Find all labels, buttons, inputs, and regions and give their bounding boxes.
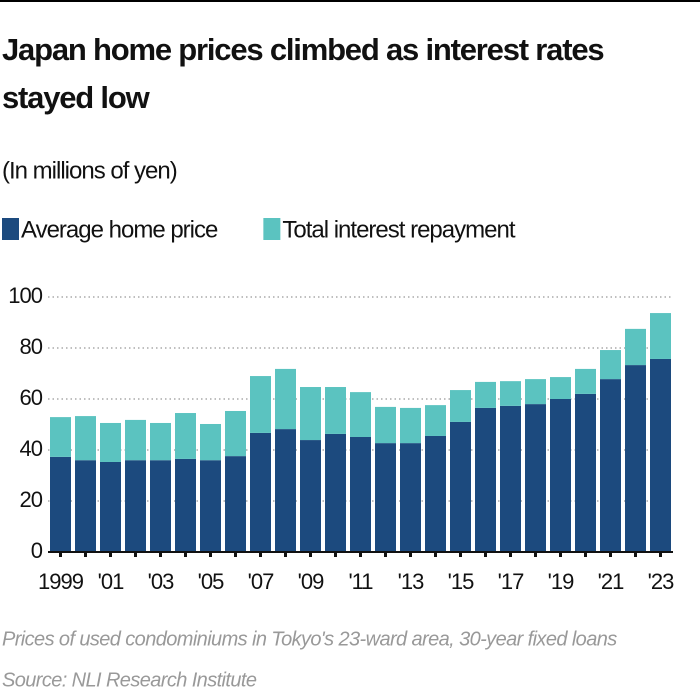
bar-segment — [450, 421, 471, 552]
bar-segment — [375, 443, 396, 552]
bar-segment — [75, 460, 96, 552]
x-tick-label: '15 — [448, 569, 474, 594]
bar-segment — [225, 410, 246, 457]
bar-segment — [175, 413, 196, 459]
bar-segment — [500, 405, 521, 552]
bar-segment — [625, 328, 646, 366]
bar-segment — [150, 422, 171, 461]
x-tick-label: '19 — [548, 569, 574, 594]
bar-segment — [625, 365, 646, 552]
bar-segment — [100, 422, 121, 462]
x-tick-label: 1999 — [38, 569, 84, 594]
bar-segment — [300, 440, 321, 552]
y-tick-label: 100 — [8, 283, 42, 308]
bar-segment — [225, 456, 246, 552]
x-tick-label: '01 — [98, 569, 124, 594]
bar-segment — [400, 407, 421, 444]
bar-segment — [550, 399, 571, 552]
bar-segment — [275, 368, 296, 430]
bar-segment — [125, 460, 146, 552]
subtitle: (In millions of yen) — [2, 157, 177, 184]
bar-segment — [200, 460, 221, 552]
y-tick-label: 0 — [31, 538, 43, 563]
x-tick-label: '09 — [298, 569, 324, 594]
bar-segment — [250, 432, 271, 552]
bar-segment — [350, 392, 371, 437]
legend-label: Average home price — [21, 216, 218, 243]
bar-segment — [575, 368, 596, 394]
x-tick-label: '23 — [648, 569, 674, 594]
bar-segment — [600, 350, 621, 380]
y-tick-label: 80 — [20, 334, 43, 359]
bar-segment — [50, 456, 71, 552]
legend-swatch — [263, 218, 281, 240]
bar-segment — [325, 433, 346, 552]
bar-segment — [550, 377, 571, 399]
bar-segment — [400, 443, 421, 552]
bar-segment — [650, 358, 671, 552]
y-tick-label: 60 — [20, 385, 43, 410]
x-tick-label: '05 — [198, 569, 224, 594]
bar-segment — [300, 387, 321, 441]
chart-title: stayed low — [2, 80, 151, 115]
note: Prices of used condominiums in Tokyo's 2… — [2, 628, 617, 650]
bar-segment — [425, 435, 446, 552]
legend-label: Total interest repayment — [282, 216, 515, 243]
x-tick-label: '17 — [498, 569, 524, 594]
bar-segment — [125, 419, 146, 461]
y-tick-label: 20 — [20, 487, 43, 512]
bar-segment — [375, 406, 396, 444]
bar-segment — [150, 460, 171, 552]
bar-segment — [450, 390, 471, 422]
bar-segment — [50, 417, 71, 457]
bar-segment — [575, 393, 596, 552]
bar-segment — [325, 387, 346, 434]
bar-segment — [525, 404, 546, 552]
x-tick-label: '07 — [248, 569, 274, 594]
x-tick-label: '11 — [348, 569, 373, 594]
bar-segment — [475, 381, 496, 408]
x-tick-label: '21 — [598, 569, 624, 594]
legend-swatch — [2, 218, 19, 240]
bar-segment — [525, 379, 546, 405]
y-tick-label: 40 — [20, 436, 43, 461]
bar-segment — [500, 381, 521, 406]
bar-segment — [100, 461, 121, 552]
bar-segment — [75, 416, 96, 461]
source: Source: NLI Research Institute — [2, 669, 257, 691]
bar-segment — [200, 423, 221, 461]
x-tick-label: '03 — [148, 569, 174, 594]
x-tick-label: '13 — [398, 569, 424, 594]
bar-segment — [425, 405, 446, 436]
bar-segment — [650, 313, 671, 359]
bar-segment — [275, 429, 296, 552]
bar-segment — [600, 379, 621, 552]
bar-segment — [250, 376, 271, 433]
bar-segment — [475, 407, 496, 552]
bar-segment — [175, 458, 196, 552]
bar-segment — [350, 436, 371, 552]
chart-title: Japan home prices climbed as interest ra… — [2, 32, 603, 67]
